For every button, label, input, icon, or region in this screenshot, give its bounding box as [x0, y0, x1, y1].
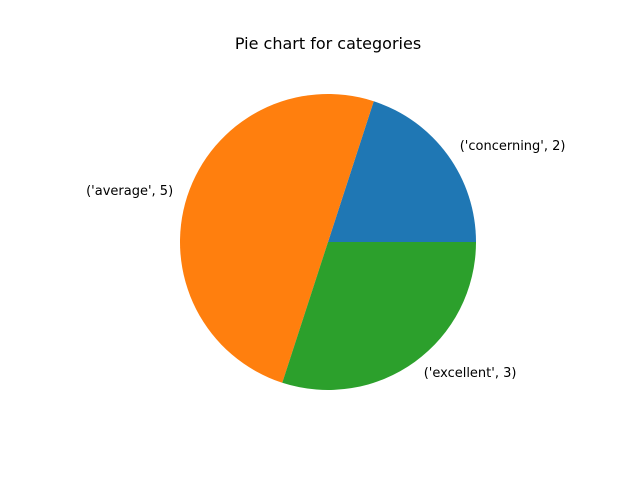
chart-title: Pie chart for categories: [235, 34, 421, 53]
pie-slice-label-1: ('average', 5): [86, 184, 173, 199]
pie-slices: [179, 93, 476, 391]
pie-slice-0: [328, 101, 476, 243]
pie-slice-label-2: ('excellent', 3): [424, 366, 517, 381]
pie-slice-1: [179, 93, 374, 383]
pie-labels: ('concerning', 2) ('average', 5) ('excelle…: [86, 139, 565, 381]
pie-slice-2: [282, 242, 476, 391]
pie-slice-label-0: ('concerning', 2): [460, 139, 566, 154]
